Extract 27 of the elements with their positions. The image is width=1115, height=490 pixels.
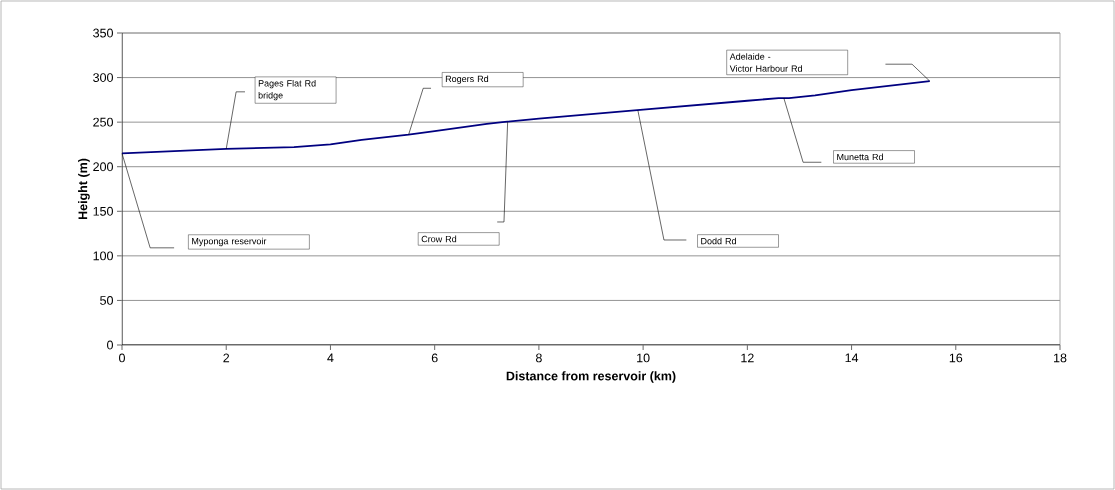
x-tick-label: 4 (327, 353, 334, 363)
y-tick-label: 100 (93, 251, 113, 261)
x-tick-label: 14 (845, 353, 859, 363)
y-axis-title: Height (m) (78, 158, 90, 220)
annotation: Rogers Rd (445, 75, 489, 84)
y-tick-label: 150 (93, 206, 113, 216)
x-tick-label: 10 (637, 353, 650, 363)
annotation: Pages Flat Rd bridge (258, 79, 316, 101)
x-tick-label: 12 (741, 353, 754, 363)
annotation: Crow Rd (421, 235, 457, 243)
x-tick-label: 8 (535, 353, 542, 363)
annotation: Munetta Rd (837, 153, 883, 161)
annotation: Adelaide - Victor Harbour Rd (729, 53, 802, 72)
x-axis-title: Distance from reservoir (km) (506, 371, 676, 383)
x-tick-label: 2 (223, 353, 230, 363)
x-tick-label: 6 (431, 353, 438, 363)
y-tick-label: 300 (93, 73, 113, 82)
y-tick-label: 50 (100, 296, 113, 305)
y-tick-label: 350 (93, 28, 113, 38)
y-tick-label: 200 (93, 162, 113, 172)
annotation: Myponga reservoir (192, 237, 267, 247)
x-tick-label: 18 (1054, 353, 1067, 363)
y-tick-label: 250 (93, 117, 113, 127)
y-tick-label: 0 (107, 340, 113, 350)
x-tick-label: 16 (949, 353, 963, 363)
x-tick-label: 0 (119, 353, 125, 363)
annotation: Dodd Rd (701, 237, 736, 245)
